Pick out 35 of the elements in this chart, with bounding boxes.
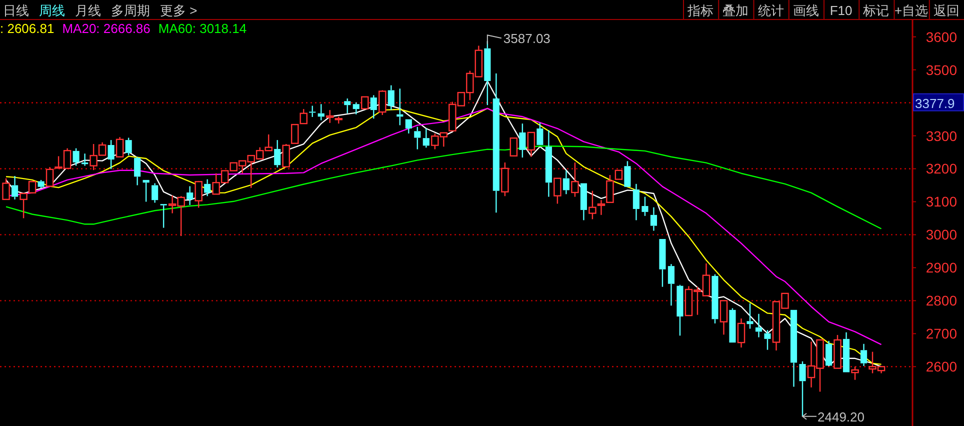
y-tick-label: 3100 bbox=[926, 194, 958, 210]
y-tick-label: 3600 bbox=[926, 28, 958, 45]
candlestick bbox=[152, 182, 158, 204]
candlestick bbox=[82, 152, 88, 166]
annotation: 2449.20 bbox=[818, 409, 865, 424]
y-tick-label: 3300 bbox=[926, 128, 958, 144]
candlestick bbox=[807, 340, 816, 388]
candlestick bbox=[755, 313, 762, 338]
candlestick bbox=[545, 130, 552, 198]
candlestick bbox=[668, 263, 675, 306]
candlestick bbox=[318, 104, 324, 121]
candlestick bbox=[737, 318, 746, 348]
y-tick-label: 2800 bbox=[926, 292, 958, 309]
annotation: 3587.03 bbox=[503, 31, 550, 46]
y-tick-label: 2600 bbox=[926, 358, 958, 375]
candlestick bbox=[186, 186, 194, 206]
y-tick-label: 3000 bbox=[926, 226, 958, 243]
y-tick-label: 2900 bbox=[926, 260, 958, 276]
candlestick bbox=[168, 194, 176, 214]
candlestick bbox=[562, 170, 570, 195]
candlestick bbox=[422, 128, 430, 148]
candlestick bbox=[860, 343, 868, 367]
y-tick-label: 3500 bbox=[926, 62, 958, 78]
candlestick bbox=[597, 199, 606, 216]
candlestick bbox=[650, 206, 657, 232]
candlestick bbox=[632, 183, 640, 221]
candlestick bbox=[12, 175, 18, 200]
candlestick bbox=[134, 156, 141, 186]
legend: : 2606.81 MA20: 2666.86 MA60: 3018.14 bbox=[0, 21, 247, 36]
candlestick bbox=[204, 178, 211, 197]
text: 3377.9 bbox=[915, 96, 955, 111]
y-tick-label: 2700 bbox=[926, 326, 958, 342]
toolbar: 日线 周线 月线 多周期 更多 > 指标 叠加 统计 画线 F10 标记 +自选 返回 bbox=[0, 0, 964, 20]
y-tick-label: 3200 bbox=[926, 160, 958, 177]
candlestick bbox=[492, 72, 500, 214]
